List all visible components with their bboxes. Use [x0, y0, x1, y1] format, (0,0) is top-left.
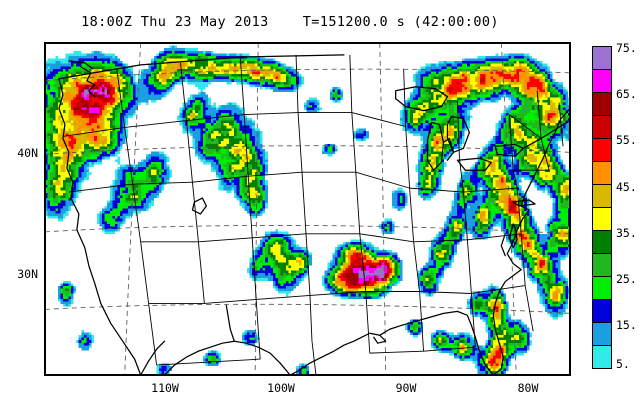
colorbar-band — [593, 47, 611, 70]
graticule — [45, 43, 570, 375]
colorbar-tick-label: 55. — [616, 133, 637, 147]
colorbar-band — [593, 139, 611, 162]
lat-tick-label: 30N — [17, 267, 38, 281]
coastlines-and-lakes — [58, 54, 570, 375]
colorbar-tick-label: 15. — [616, 318, 637, 332]
colorbar-band — [593, 231, 611, 254]
map-canvas — [45, 43, 570, 375]
lat-tick-label: 40N — [17, 146, 38, 160]
colorbar-band — [593, 185, 611, 208]
colorbar-tick-label: 5. — [616, 357, 630, 371]
precip-level-patch — [52, 58, 570, 372]
map-plot-area — [44, 42, 571, 376]
colorbar-band — [593, 162, 611, 185]
precip-level-patch — [65, 68, 556, 367]
precip-level-patch — [60, 63, 569, 369]
colorbar-band — [593, 300, 611, 323]
colorbar-tick-label: 25. — [616, 272, 637, 286]
colorbar-band — [593, 254, 611, 277]
lon-tick-label: 90W — [395, 381, 417, 395]
lon-tick-label: 80W — [517, 381, 539, 395]
colorbar-tick-label: 35. — [616, 226, 637, 240]
lon-tick-label: 100W — [267, 381, 295, 395]
colorbar-band — [593, 70, 611, 93]
colorbar-band — [593, 346, 611, 368]
colorbar-band — [593, 323, 611, 346]
colorbar — [592, 46, 612, 369]
colorbar-band — [593, 116, 611, 139]
lon-tick-label: 110W — [151, 381, 179, 395]
colorbar-tick-label: 65. — [616, 87, 637, 101]
figure-title: 18:00Z Thu 23 May 2013 T=151200.0 s (42:… — [81, 14, 499, 30]
precip-level-patch — [47, 55, 570, 374]
colorbar-tick-label: 75. — [616, 41, 637, 55]
colorbar-band — [593, 93, 611, 116]
colorbar-band — [593, 277, 611, 300]
colorbar-tick-label: 45. — [616, 180, 637, 194]
colorbar-band — [593, 208, 611, 231]
